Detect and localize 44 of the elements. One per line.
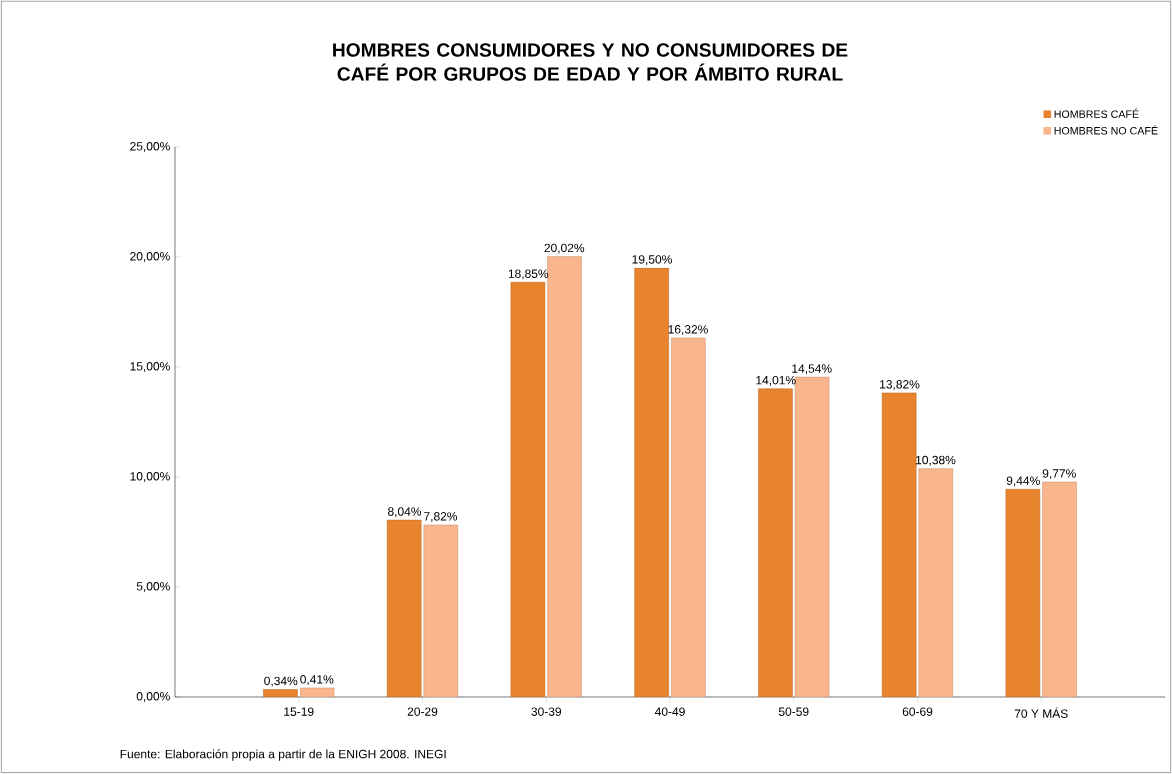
- legend-label: HOMBRES NO CAFÉ: [1054, 125, 1158, 135]
- data-label: 10,38%: [916, 455, 956, 466]
- bar: [881, 392, 917, 697]
- bar: [299, 687, 335, 697]
- data-label: 18,85%: [508, 269, 549, 280]
- data-label: 0,34%: [264, 676, 298, 687]
- bar: [1005, 489, 1041, 697]
- y-tick-label: 0,00%: [136, 692, 170, 702]
- data-label: 9,44%: [1006, 476, 1040, 487]
- bar: [547, 256, 582, 697]
- bar: [918, 468, 954, 697]
- bar: [794, 376, 830, 697]
- data-label: 14,01%: [756, 375, 796, 386]
- x-tick-label: 60-69: [902, 707, 933, 716]
- bar: [510, 282, 546, 697]
- data-label: 7,82%: [424, 512, 458, 523]
- data-label: 0,41%: [300, 675, 334, 686]
- bar: [423, 524, 459, 697]
- y-tick-label: 15,00%: [130, 362, 170, 372]
- data-label: 14,54%: [792, 364, 832, 375]
- legend-label: HOMBRES CAFÉ: [1054, 108, 1139, 118]
- data-label: 20,02%: [544, 243, 585, 254]
- data-label: 9,77%: [1042, 469, 1076, 480]
- y-tick-label: 25,00%: [130, 142, 170, 152]
- data-label: 13,82%: [880, 380, 920, 391]
- bar: [263, 689, 298, 697]
- y-tick-label: 10,00%: [130, 472, 170, 482]
- x-tick-label: 40-49: [654, 707, 685, 716]
- bar: [671, 337, 706, 697]
- x-tick-label: 50-59: [778, 707, 809, 716]
- data-label: 19,50%: [632, 255, 672, 266]
- y-tick-label: 5,00%: [136, 582, 170, 592]
- x-tick-label: 70 Y MÁS: [1014, 707, 1068, 718]
- source-note: Fuente: Elaboración propia a partir de la ENIGH 2008. INEGI: [120, 749, 446, 761]
- x-tick-label: 20-29: [407, 707, 438, 716]
- x-tick-label: 30-39: [531, 707, 562, 716]
- bar: [1042, 481, 1077, 697]
- data-label: 8,04%: [388, 507, 422, 518]
- bar: [634, 267, 669, 697]
- bar: [386, 519, 422, 697]
- chart-title: HOMBRES CONSUMIDORES Y NO CONSUMIDORES DE CAFÉ POR GRUPOS DE EDAD Y POR ÁMBITO RURAL: [333, 43, 848, 81]
- y-tick-label: 20,00%: [130, 252, 170, 262]
- x-tick-label: 15-19: [284, 707, 314, 716]
- bar: [758, 388, 793, 697]
